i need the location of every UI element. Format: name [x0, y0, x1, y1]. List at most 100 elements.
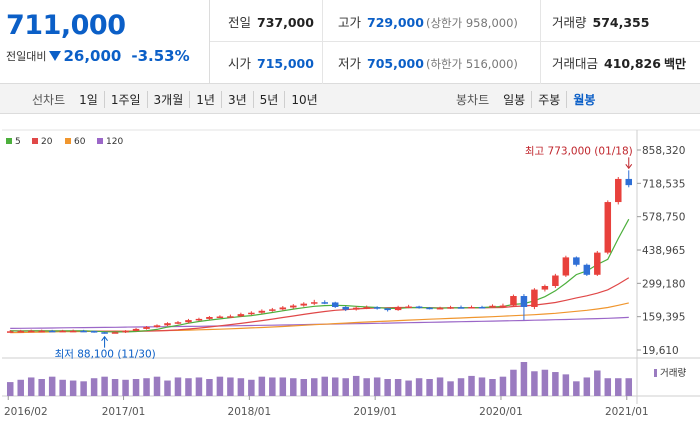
candle-body	[541, 285, 549, 290]
change-label: 전일대비	[6, 50, 47, 63]
price-summary: 711,000 전일대비 26,000 -3.53%	[0, 0, 210, 84]
volume-bar	[415, 378, 423, 396]
volume-bar	[499, 376, 507, 396]
volume-bar	[552, 372, 559, 396]
x-tick-label: 2020/01	[479, 406, 523, 418]
candle-body	[311, 302, 318, 304]
candle-body	[195, 318, 203, 321]
candle-body	[174, 322, 182, 324]
volume-bar	[311, 378, 318, 396]
candle-body	[394, 307, 402, 311]
volume-bar	[321, 376, 328, 396]
amount-unit: 백만	[663, 57, 687, 71]
candle-body	[237, 314, 245, 317]
open-label: 시가	[228, 56, 252, 71]
low-arrow-icon	[101, 335, 108, 341]
x-tick-label: 2018/01	[228, 406, 272, 418]
legend-ma20: 20	[41, 137, 53, 147]
candle-body	[279, 307, 287, 310]
volume-bar	[562, 374, 570, 396]
period-1w[interactable]: 1주일	[103, 90, 147, 108]
candle-body	[185, 320, 192, 323]
candle-body	[373, 307, 381, 309]
candle-body	[258, 310, 266, 313]
candle-monthly[interactable]: 월봉	[566, 90, 601, 108]
period-1d[interactable]: 1일	[79, 92, 98, 107]
volume-bar	[625, 378, 633, 396]
lower-limit: (하한가 516,000)	[425, 57, 518, 71]
high-arrow-icon	[625, 164, 633, 170]
volume-bar	[436, 377, 444, 396]
candle-body	[17, 331, 24, 333]
candle-body	[489, 305, 496, 308]
volume-bar	[531, 371, 538, 396]
upper-limit: (상한가 958,000)	[425, 16, 518, 30]
volume-bar	[195, 377, 203, 396]
ma60-line	[10, 302, 629, 334]
candlestick-chart: 5 20 60 120 858,320 718,535 578,750 438,965…	[2, 129, 700, 418]
period-3m[interactable]: 3개월	[146, 90, 190, 108]
volume-value: 574,355	[592, 15, 650, 30]
x-tick-label: 2021/01	[605, 406, 649, 418]
volume-bar	[468, 375, 475, 396]
prev-close-value: 737,000	[257, 15, 314, 30]
volume-bar	[6, 382, 14, 396]
candle-body	[426, 307, 433, 310]
volume-bar	[447, 381, 454, 396]
period-1y[interactable]: 1년	[189, 90, 221, 108]
volume-bar	[153, 376, 161, 396]
change-percent: -3.53%	[131, 47, 190, 65]
x-tick-label: 2017/01	[102, 406, 146, 418]
candle-body	[331, 302, 339, 307]
candle-body	[80, 330, 87, 333]
legend-ma60: 60	[74, 137, 86, 147]
high-cell: 고가 729,000 (상한가 958,000)	[338, 12, 518, 31]
chart-toolbar: 선차트 1일 1주일 3개월 1년 3년 5년 10년 봉차트 일봉 주봉 월봉	[0, 84, 700, 114]
period-5y[interactable]: 5년	[252, 90, 285, 108]
amount-cell: 거래대금 410,826 백만	[552, 53, 686, 72]
down-arrow-icon	[49, 51, 62, 61]
volume-bar	[164, 380, 171, 396]
x-tick-label: 2016/02	[4, 406, 48, 418]
low-value: 705,000	[367, 56, 424, 71]
candles	[6, 170, 633, 334]
candle-body	[384, 308, 391, 311]
candle-body	[478, 306, 486, 309]
volume-bar	[80, 381, 87, 396]
candle-body	[436, 307, 444, 310]
open-value: 715,000	[257, 56, 314, 71]
candle-body	[111, 332, 119, 334]
volume-bar	[185, 378, 192, 396]
y-tick-label: 438,965	[642, 245, 685, 257]
open-cell: 시가 715,000	[228, 53, 314, 72]
volume-bar	[394, 379, 402, 396]
volume-bar	[38, 379, 45, 396]
volume-bar	[237, 378, 245, 396]
period-3y[interactable]: 3년	[220, 90, 253, 108]
volume-bar	[573, 381, 580, 396]
volume-bar	[478, 377, 486, 396]
x-tick-label: 2019/01	[353, 406, 397, 418]
volume-bar	[111, 379, 119, 396]
amount-value: 410,826	[604, 56, 661, 71]
candle-body	[143, 327, 150, 329]
volume-bar	[290, 378, 297, 396]
candle-body	[216, 316, 224, 319]
amount-label: 거래대금	[552, 56, 599, 71]
volume-bar	[258, 376, 266, 396]
candle-body	[206, 316, 213, 319]
candle-daily[interactable]: 일봉	[503, 92, 526, 107]
volume-bars	[6, 362, 633, 396]
candle-body	[468, 306, 475, 309]
candle-weekly[interactable]: 주봉	[531, 90, 566, 108]
y-tick-label: 578,750	[642, 212, 685, 224]
volume-cell: 거래량 574,355	[552, 12, 649, 31]
volume-bar	[342, 378, 349, 396]
candle-body	[300, 303, 308, 306]
period-10y[interactable]: 10년	[284, 90, 323, 108]
legend-swatch-ma5	[6, 138, 12, 144]
volume-bar	[384, 379, 391, 396]
legend-swatch-ma120	[97, 138, 103, 144]
candle-body	[625, 178, 633, 186]
y-tick-label: 159,395	[642, 312, 685, 324]
